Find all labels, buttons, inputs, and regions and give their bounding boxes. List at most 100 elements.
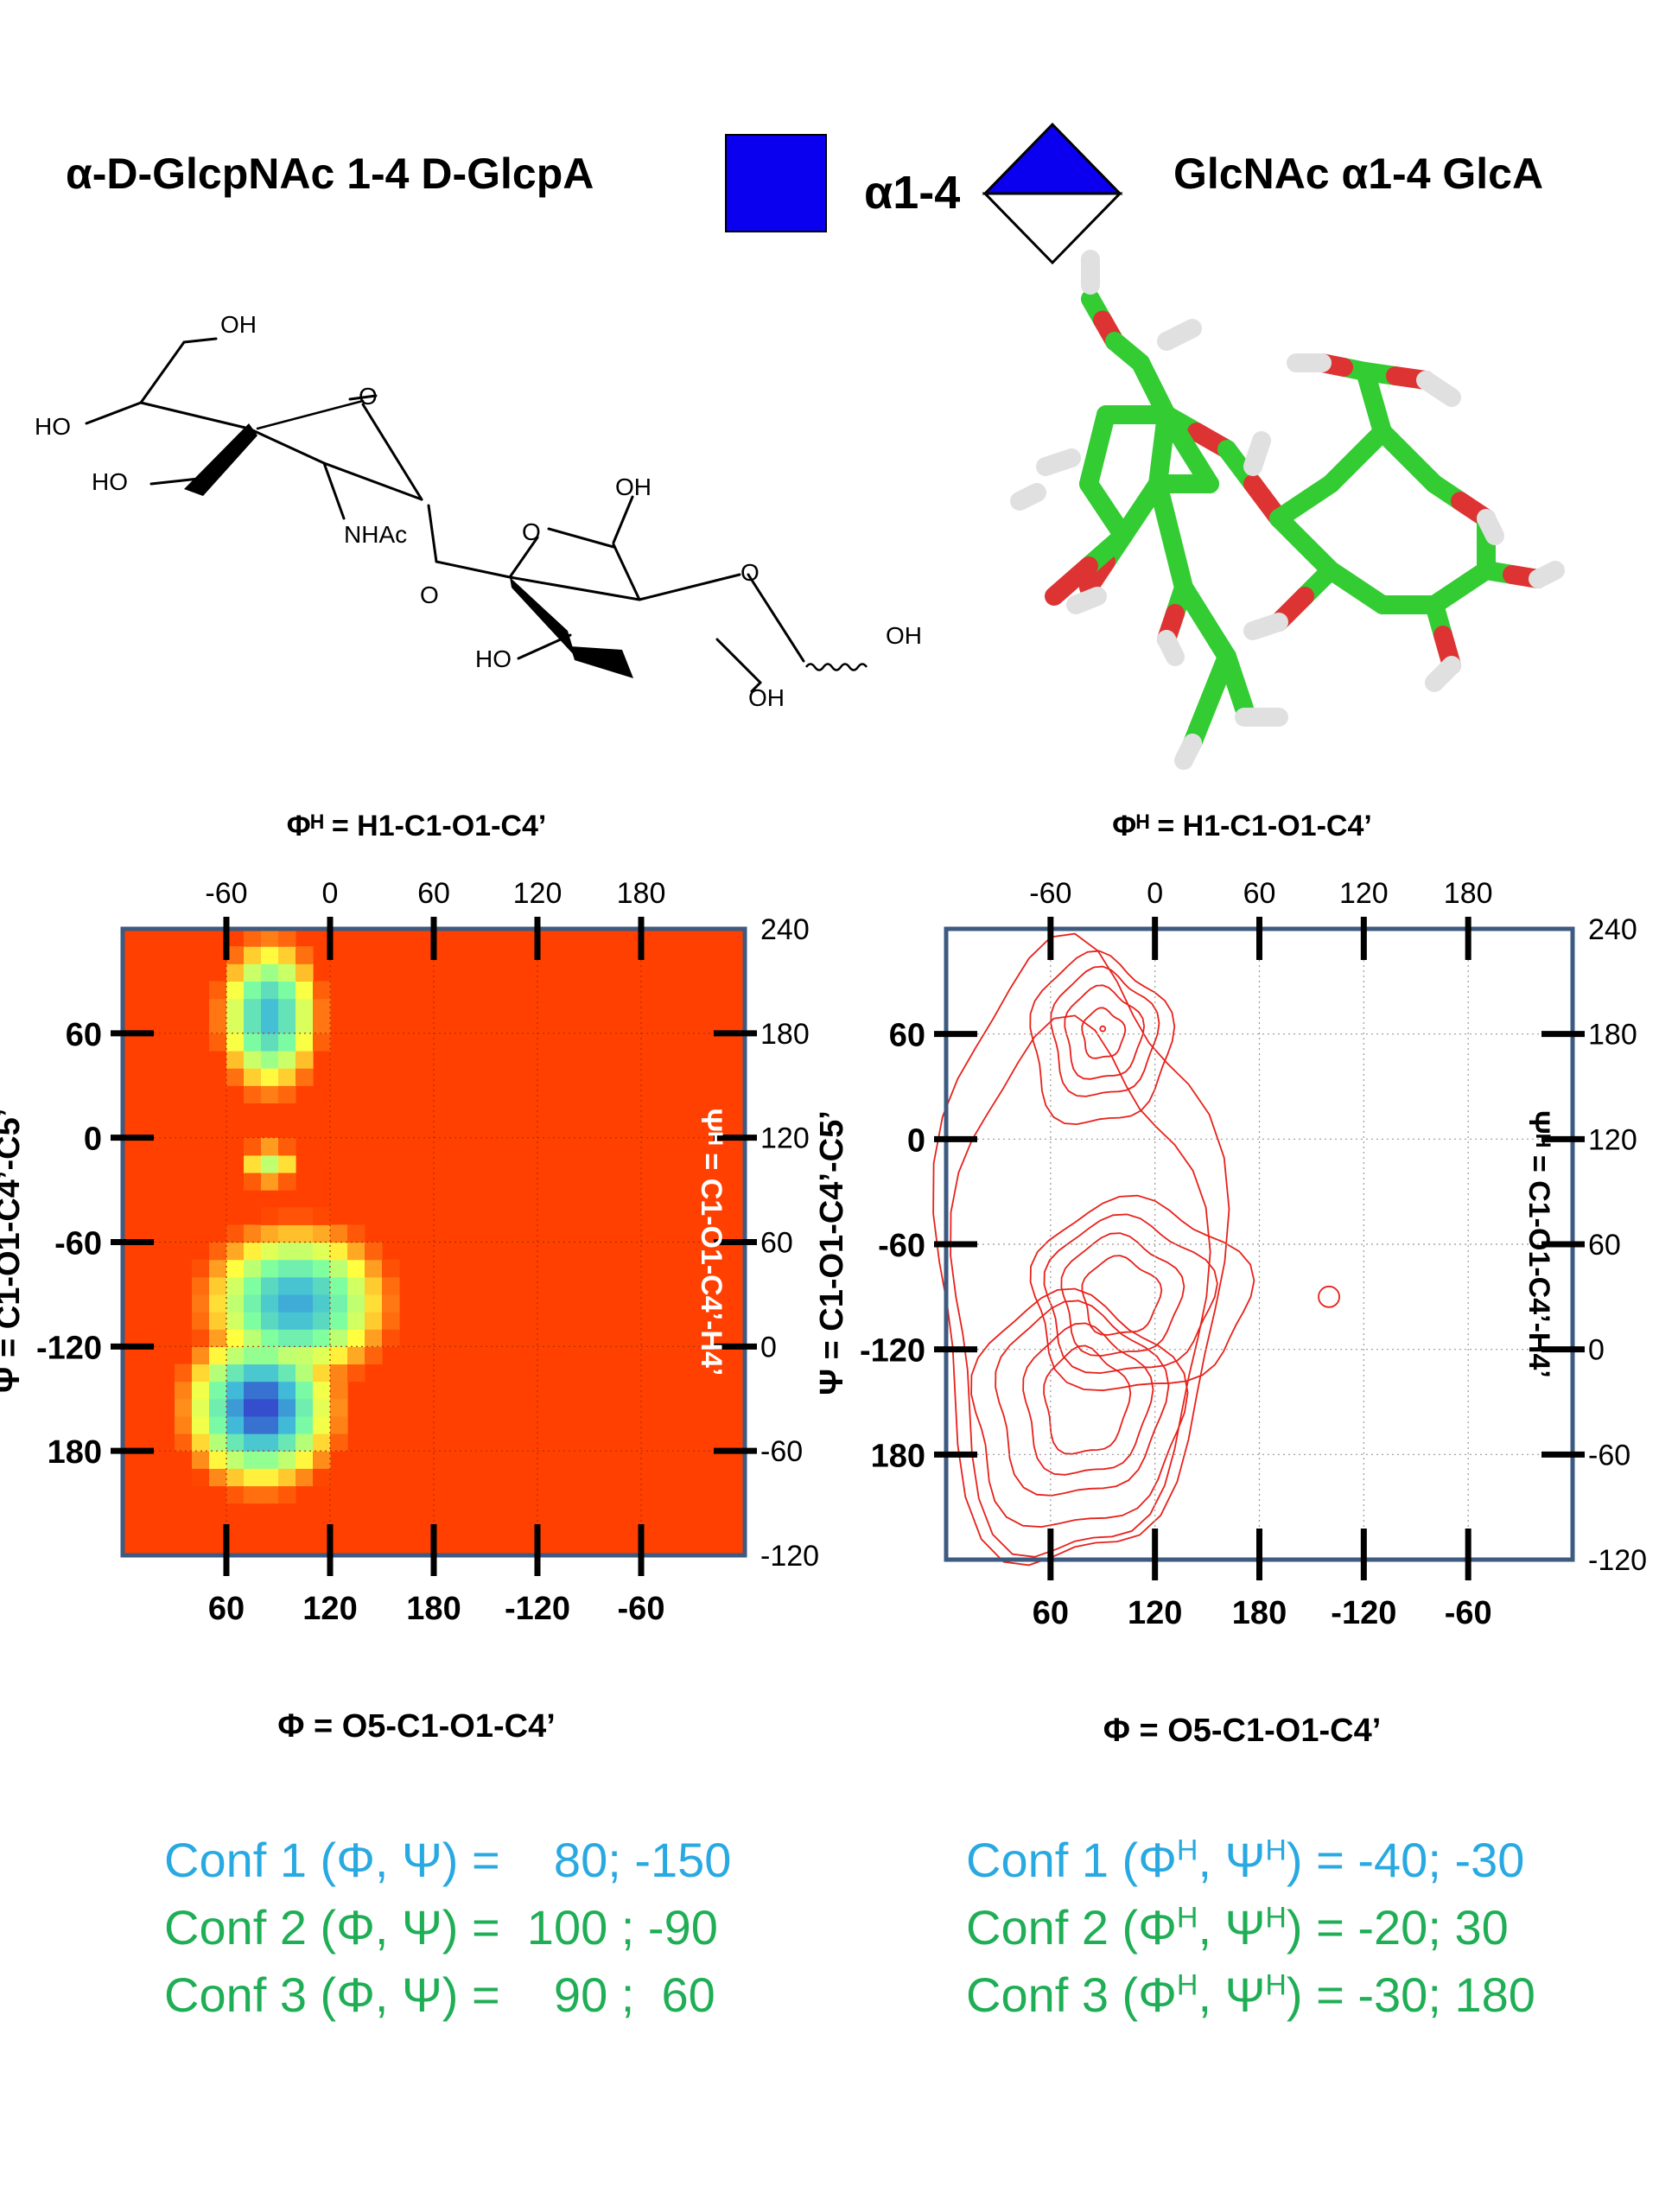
heatmap-cell: [296, 1242, 314, 1261]
heatmap-cell: [226, 1346, 245, 1365]
contour-line: [1099, 1025, 1107, 1033]
hydrogen-bond: [1157, 630, 1185, 666]
disaccharide-title: α-D-GlcpNAc 1-4 D-GlcpA: [66, 149, 594, 198]
carbon-bond: [1321, 423, 1392, 493]
heatmap-cell: [261, 1451, 279, 1469]
contour-line: [1081, 1007, 1127, 1059]
heatmap-cell: [209, 1015, 227, 1034]
right-tick-label: 180: [1588, 1019, 1637, 1052]
hydrogen-bond: [1066, 587, 1107, 614]
right-tick-label: 180: [760, 1018, 810, 1051]
heatmap-cell: [296, 1294, 314, 1313]
heatmap-cell: [278, 1294, 296, 1313]
heatmap-cell: [365, 1276, 383, 1295]
contour-line: [1050, 965, 1160, 1097]
heatmap-cell: [261, 1485, 279, 1504]
heatmap-cell: [209, 1398, 227, 1417]
top-tick-label: 120: [513, 877, 563, 910]
hydrogen-bond: [1174, 734, 1202, 770]
heatmap-cell: [226, 963, 245, 982]
heatmap-cell: [261, 998, 279, 1017]
heatmap-cell: [209, 981, 227, 1000]
heatmap-cell: [261, 1276, 279, 1295]
heatmap-cell: [244, 1381, 262, 1400]
heatmap-cell: [296, 1363, 314, 1382]
heatmap-cell: [296, 1033, 314, 1052]
bottom-tick-label: 180: [406, 1591, 461, 1627]
top-axis-title: Φᴴ = H1-C1-O1-C4’: [287, 810, 547, 842]
heatmap-cell: [313, 1363, 331, 1382]
heatmap-cell: [330, 1259, 348, 1278]
heatmap-cell: [278, 1207, 296, 1225]
heatmap-cell: [278, 946, 296, 964]
heatmap-cell: [278, 1242, 296, 1261]
right-axis-title: Ψᴴ = C1-O1-C4’-H4’: [695, 1109, 728, 1376]
heatmap-cell: [296, 1015, 314, 1034]
heatmap-cell: [330, 1398, 348, 1417]
top-tick-label: 120: [1339, 877, 1389, 910]
heatmap-cell: [313, 1398, 331, 1417]
heatmap-cell: [261, 1363, 279, 1382]
heatmap-cell: [261, 1415, 279, 1434]
heatmap-cell: [278, 1172, 296, 1191]
heatmap-cell: [209, 998, 227, 1017]
top-axis-title: Φᴴ = H1-C1-O1-C4’: [1112, 810, 1372, 842]
heatmap-cell: [330, 1381, 348, 1400]
heatmap-cell: [244, 1154, 262, 1173]
contour-line: [1022, 1322, 1154, 1476]
heatmap-cell: [278, 1485, 296, 1504]
heatmap-cell: [347, 1329, 365, 1347]
atom-label: NHAc: [344, 521, 407, 548]
conformer-right-2: Conf 2 (ΦH, ΨH) = -20; 30: [966, 1900, 1509, 1955]
heatmap-cell: [313, 1259, 331, 1278]
heatmap-cell: [209, 1242, 227, 1261]
heatmap-cell: [192, 1451, 210, 1469]
left-axis-title: Ψ = C1-O1-C4’-C5’: [814, 1110, 850, 1395]
left-tick-label: 60: [66, 1017, 102, 1053]
heatmap-cell: [244, 1329, 262, 1347]
heatmap-cell: [226, 1242, 245, 1261]
heatmap-cell: [313, 1346, 331, 1365]
atom-label: O: [741, 559, 760, 586]
heatmap-cell: [330, 1242, 348, 1261]
left-tick-label: 0: [907, 1122, 925, 1159]
heatmap-cell: [278, 1068, 296, 1086]
heatmap-cell: [365, 1294, 383, 1313]
atom-label: OH: [886, 622, 922, 649]
heatmap-cell: [313, 1451, 331, 1469]
heatmap-cell: [244, 998, 262, 1017]
heatmap-cell: [330, 1433, 348, 1452]
heatmap-cell: [347, 1363, 365, 1382]
heatmap-cell: [244, 1033, 262, 1052]
heatmap-cell: [278, 1346, 296, 1365]
heatmap-cell: [296, 1381, 314, 1400]
heatmap-cell: [244, 1312, 262, 1330]
heatmap-cell: [226, 1068, 245, 1086]
contour-line: [1043, 1344, 1132, 1455]
heatmap-cell: [226, 946, 245, 964]
top-tick-label: 60: [1243, 877, 1276, 910]
heatmap-cell: [278, 1224, 296, 1243]
heatmap-cell: [192, 1468, 210, 1487]
heatmap-cell: [365, 1259, 383, 1278]
heatmap-cell: [192, 1381, 210, 1400]
heatmap-cell: [192, 1433, 210, 1452]
heatmap-cell: [244, 1415, 262, 1434]
heatmap-cell: [226, 1451, 245, 1469]
top-tick-label: -60: [1029, 877, 1071, 910]
heatmap-cell: [226, 1259, 245, 1278]
heatmap-cell: [261, 1033, 279, 1052]
heatmap-cell: [296, 1415, 314, 1434]
glca-diamond-symbol: [982, 122, 1123, 265]
heatmap-cell: [244, 1485, 262, 1504]
heatmap-cell: [261, 1398, 279, 1417]
atom-label: O: [420, 582, 439, 608]
heatmap-cell: [261, 1329, 279, 1347]
hydrogen-bond: [1416, 371, 1461, 407]
heatmap-cell: [365, 1346, 383, 1365]
heatmap-cell: [192, 1398, 210, 1417]
atom-label: O: [359, 383, 378, 410]
contour-line: [1043, 1213, 1218, 1375]
